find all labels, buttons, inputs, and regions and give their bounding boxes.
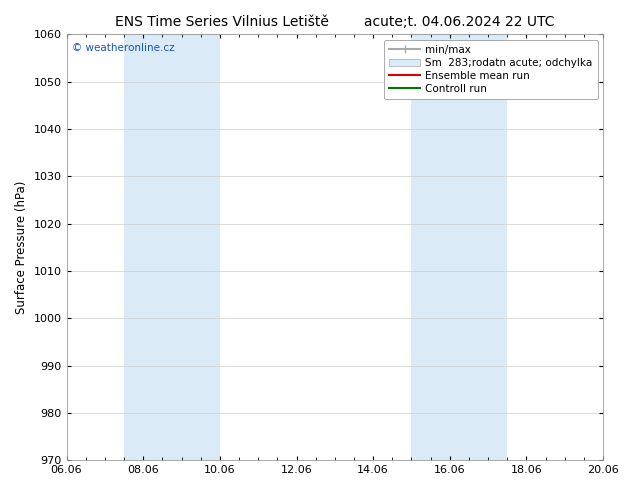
Legend: min/max, Sm  283;rodatn acute; odchylka, Ensemble mean run, Controll run: min/max, Sm 283;rodatn acute; odchylka, … — [384, 40, 598, 99]
Bar — [411, 34, 507, 460]
Text: © weatheronline.cz: © weatheronline.cz — [72, 43, 174, 53]
Y-axis label: Surface Pressure (hPa): Surface Pressure (hPa) — [15, 180, 28, 314]
Bar — [124, 34, 220, 460]
Title: ENS Time Series Vilnius Letiště        acute;t. 04.06.2024 22 UTC: ENS Time Series Vilnius Letiště acute;t.… — [115, 15, 555, 29]
